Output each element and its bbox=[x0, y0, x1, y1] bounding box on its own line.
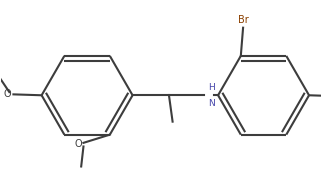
Text: O: O bbox=[74, 139, 82, 149]
Text: N: N bbox=[208, 99, 215, 108]
Text: O: O bbox=[4, 89, 12, 99]
Text: Br: Br bbox=[238, 15, 249, 25]
Text: H: H bbox=[208, 83, 215, 92]
